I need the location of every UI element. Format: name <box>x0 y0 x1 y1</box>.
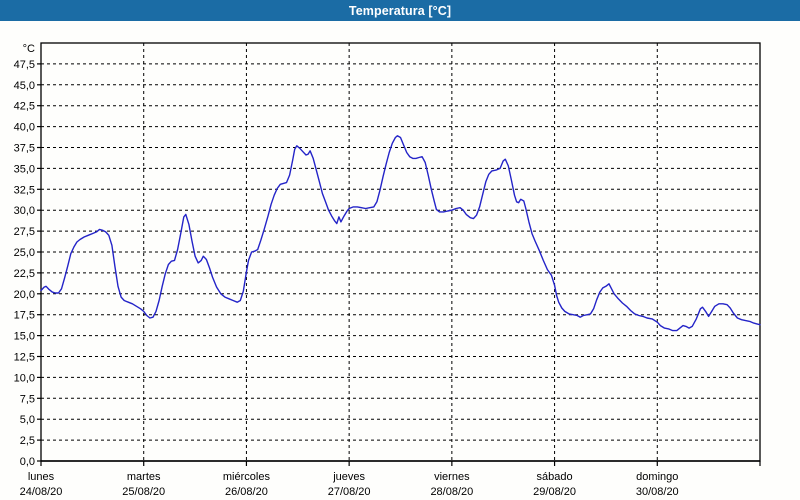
y-tick-label: 47,5 <box>14 59 35 71</box>
y-tick-label: 37,5 <box>14 143 35 155</box>
x-day-label: domingo <box>636 471 678 483</box>
y-tick-label: 25,0 <box>14 247 35 259</box>
window-title: Temperatura [°C] <box>348 3 452 18</box>
temperature-series-line <box>40 135 761 332</box>
y-tick-label: 45,0 <box>14 80 35 92</box>
x-day-label: sábado <box>537 471 573 483</box>
x-date-label: 28/08/20 <box>430 486 473 498</box>
x-date-label: 29/08/20 <box>533 486 576 498</box>
temperature-chart: 0,0 2,5 5,0 7,5 10,0 12,5 15,0 17,5 20,0 22,5 25,0… <box>14 42 761 498</box>
x-date-label: 27/08/20 <box>328 486 371 498</box>
y-tick-label: 22,5 <box>14 268 35 280</box>
y-tick-label: 12,5 <box>14 352 35 364</box>
y-tick-label: 30,0 <box>14 205 35 217</box>
y-tick-label: 15,0 <box>14 331 35 343</box>
y-tick-label: 32,5 <box>14 184 35 196</box>
x-date-label: 25/08/20 <box>122 486 165 498</box>
chart-panel: 0,0 2,5 5,0 7,5 10,0 12,5 15,0 17,5 20,0 22,5 25,0… <box>0 21 800 500</box>
y-tick-label: 35,0 <box>14 163 35 175</box>
y-tick-label: 40,0 <box>14 122 35 134</box>
y-tick-label: 0,0 <box>20 456 35 468</box>
y-tick-label: 42,5 <box>14 101 35 113</box>
y-tick-label: 17,5 <box>14 310 35 322</box>
y-tick-label: 5,0 <box>20 414 35 426</box>
y-tick-label: 20,0 <box>14 289 35 301</box>
x-day-label: viernes <box>434 471 470 483</box>
window-titlebar[interactable]: Temperatura [°C] <box>0 0 800 21</box>
x-day-label: miércoles <box>223 471 271 483</box>
x-day-label: martes <box>127 471 161 483</box>
y-tick-label: 2,5 <box>20 435 35 447</box>
y-axis-unit-label: °C <box>23 43 35 55</box>
x-date-label: 26/08/20 <box>225 486 268 498</box>
x-day-label: jueves <box>332 471 365 483</box>
y-tick-label: 27,5 <box>14 226 35 238</box>
x-date-label: 30/08/20 <box>636 486 679 498</box>
plot-border <box>40 42 761 462</box>
y-tick-label: 10,0 <box>14 372 35 384</box>
y-tick-label: 7,5 <box>20 393 35 405</box>
x-date-label: 24/08/20 <box>20 486 63 498</box>
x-day-label: lunes <box>28 471 55 483</box>
